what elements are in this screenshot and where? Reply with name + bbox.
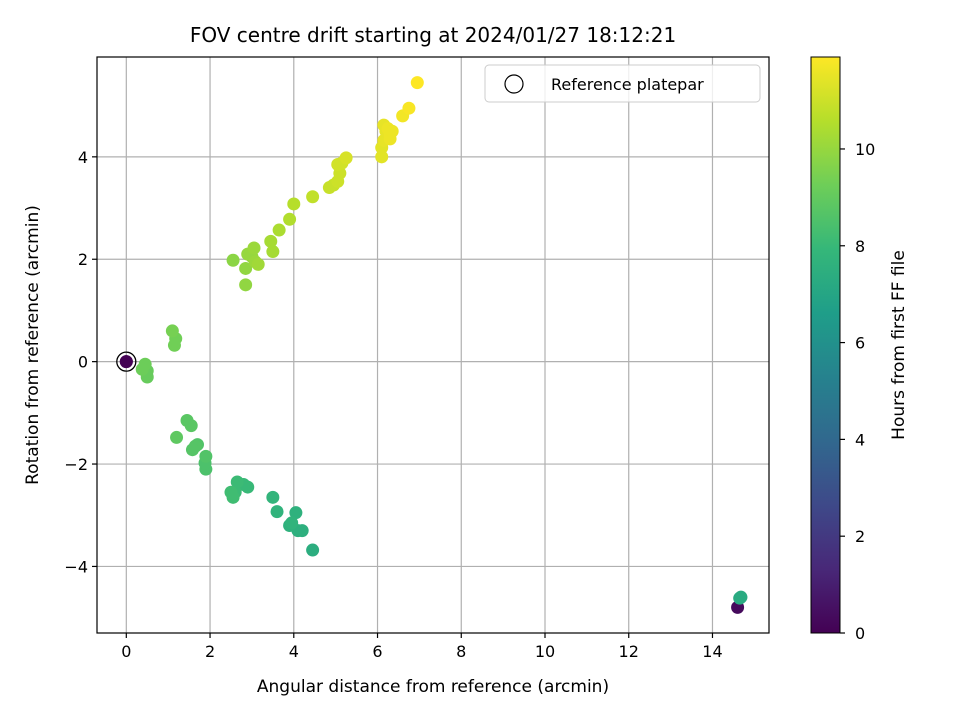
data-point	[224, 485, 238, 499]
x-tick-label: 2	[205, 642, 215, 661]
y-axis-label: Rotation from reference (arcmin)	[23, 205, 43, 485]
colorbar-tick-label: 2	[855, 527, 865, 546]
data-point	[287, 197, 301, 211]
data-point	[270, 505, 284, 519]
data-point	[734, 590, 748, 604]
data-point	[283, 212, 297, 226]
x-axis-label: Angular distance from reference (arcmin)	[257, 677, 609, 697]
data-point	[180, 414, 194, 428]
x-tick-label: 0	[121, 642, 131, 661]
y-axis-ticks: −4 −2 0 2 4	[64, 148, 97, 576]
colorbar-tick-label: 8	[855, 237, 865, 256]
data-point	[185, 443, 199, 457]
data-point	[239, 278, 253, 292]
y-tick-label: −2	[64, 455, 88, 474]
x-axis-ticks: 0 2 4 6 8 10 12 14	[121, 633, 723, 661]
data-point	[289, 506, 303, 520]
data-points	[119, 76, 748, 614]
plot-frame	[96, 56, 770, 634]
reference-ring	[116, 351, 137, 372]
x-tick-label: 6	[372, 642, 382, 661]
data-point	[385, 124, 399, 138]
y-tick-label: 2	[78, 250, 88, 269]
data-point	[339, 151, 353, 165]
chart-title: FOV centre drift starting at 2024/01/27 …	[190, 23, 676, 47]
x-tick-label: 12	[619, 642, 639, 661]
x-tick-label: 14	[702, 642, 722, 661]
data-point	[306, 190, 320, 204]
data-point	[165, 324, 179, 338]
y-tick-label: 0	[78, 353, 88, 372]
data-point	[285, 516, 299, 530]
y-tick-label: 4	[78, 148, 88, 167]
reference-marker	[116, 351, 137, 372]
data-point	[251, 257, 265, 271]
data-point	[272, 223, 286, 237]
reference-point	[119, 355, 133, 369]
data-point	[266, 245, 280, 259]
legend-box	[484, 64, 761, 103]
data-point	[226, 253, 240, 267]
data-point	[230, 475, 244, 489]
colorbar-tick-label: 0	[855, 624, 865, 643]
colorbar-tick-label: 4	[855, 430, 865, 449]
legend-entry-reference: Reference platepar	[551, 75, 704, 94]
x-tick-label: 10	[535, 642, 555, 661]
data-point	[247, 241, 261, 255]
y-tick-label: −4	[64, 557, 88, 576]
data-point	[264, 234, 278, 248]
data-point	[402, 101, 416, 115]
data-point	[375, 150, 389, 164]
legend: Reference platepar	[484, 64, 761, 103]
x-tick-label: 8	[456, 642, 466, 661]
colorbar-label: Hours from first FF file	[889, 250, 909, 440]
data-point	[410, 76, 424, 90]
data-point	[135, 362, 149, 376]
colorbar-tick-label: 6	[855, 334, 865, 353]
data-point	[306, 543, 320, 557]
legend-marker-icon	[504, 74, 524, 94]
data-point	[199, 449, 213, 463]
colorbar-tick-label: 10	[855, 140, 875, 159]
data-point	[239, 261, 253, 275]
data-point	[170, 430, 184, 444]
colorbar	[811, 57, 840, 633]
data-point	[266, 490, 280, 504]
colorbar-frame	[810, 56, 841, 634]
grid-lines	[97, 57, 769, 633]
x-tick-label: 4	[289, 642, 299, 661]
colorbar-ticks: 0 2 4 6 8 10	[840, 140, 875, 643]
